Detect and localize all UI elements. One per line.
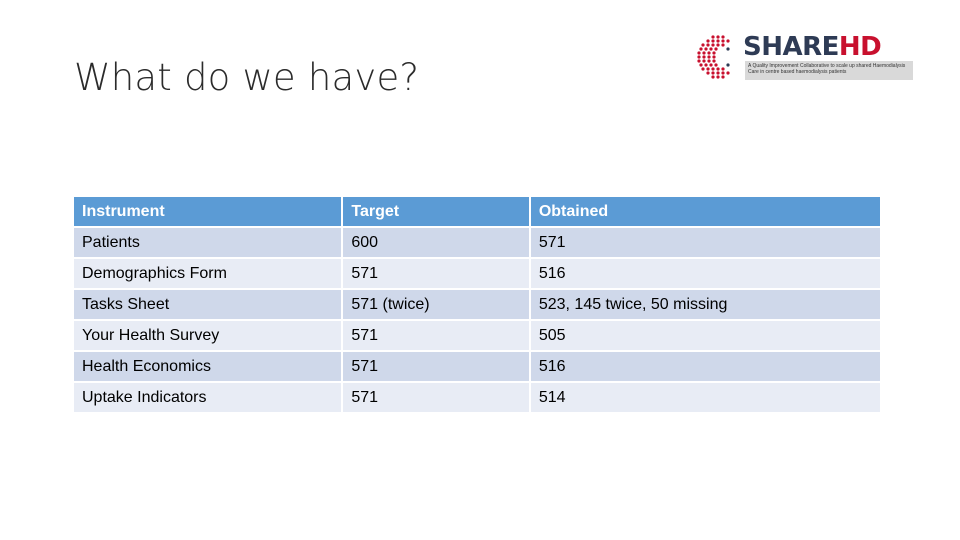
cell-obtained: 516 <box>528 257 883 290</box>
cell-instrument: Health Economics <box>71 350 344 383</box>
header-instrument: Instrument <box>71 195 344 228</box>
logo-wordmark-hd: HD <box>838 32 882 62</box>
table-row: Your Health Survey 571 505 <box>71 319 883 352</box>
cell-target: 571 <box>341 257 531 290</box>
cell-target: 600 <box>341 226 531 259</box>
cell-target: 571 <box>341 350 531 383</box>
results-table: Instrument Target Obtained Patients 600 … <box>71 195 883 414</box>
cell-target: 571 (twice) <box>341 288 531 321</box>
cell-instrument: Your Health Survey <box>71 319 344 352</box>
cell-obtained: 523, 145 twice, 50 missing <box>528 288 883 321</box>
table-row: Uptake Indicators 571 514 <box>71 381 883 414</box>
cell-obtained: 505 <box>528 319 883 352</box>
cell-obtained: 514 <box>528 381 883 414</box>
logo-wordmark-share: SHARE <box>743 32 839 62</box>
table-row: Health Economics 571 516 <box>71 350 883 383</box>
logo-wordmark: SHAREHD <box>743 32 882 62</box>
table-row: Patients 600 571 <box>71 226 883 259</box>
cell-instrument: Patients <box>71 226 344 259</box>
sharehd-logo: SHAREHD A Quality Improvement Collaborat… <box>693 32 915 82</box>
cell-obtained: 516 <box>528 350 883 383</box>
cell-instrument: Tasks Sheet <box>71 288 344 321</box>
logo-dot-mark-icon <box>697 35 730 79</box>
cell-target: 571 <box>341 381 531 414</box>
table-header-row: Instrument Target Obtained <box>71 195 883 228</box>
header-obtained: Obtained <box>528 195 883 228</box>
cell-target: 571 <box>341 319 531 352</box>
cell-instrument: Demographics Form <box>71 257 344 290</box>
cell-obtained: 571 <box>528 226 883 259</box>
table-row: Demographics Form 571 516 <box>71 257 883 290</box>
slide-title: What do we have? <box>74 56 420 99</box>
header-target: Target <box>341 195 531 228</box>
cell-instrument: Uptake Indicators <box>71 381 344 414</box>
logo-tagline: A Quality Improvement Collaborative to s… <box>745 61 913 80</box>
table-row: Tasks Sheet 571 (twice) 523, 145 twice, … <box>71 288 883 321</box>
